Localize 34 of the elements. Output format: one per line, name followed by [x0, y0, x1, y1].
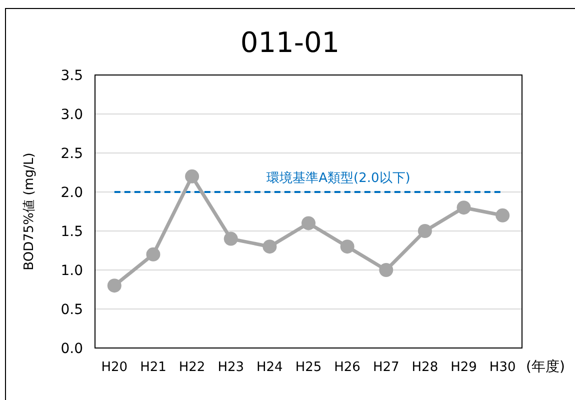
y-tick-label: 1.0 — [60, 263, 83, 279]
point — [418, 224, 432, 238]
point — [456, 200, 471, 215]
y-tick-label: 1.5 — [60, 224, 83, 240]
x-tick-label: H30 — [489, 360, 516, 375]
x-axis-title: (年度) — [526, 359, 565, 375]
x-tick-label: H27 — [372, 360, 400, 375]
x-tick-label: H21 — [140, 360, 166, 375]
point — [379, 263, 394, 277]
y-axis-title: BOD75%値 (mg/L) — [22, 152, 37, 270]
x-tick-label: H29 — [450, 360, 477, 375]
point — [107, 278, 122, 293]
point — [302, 216, 316, 230]
ref-line-label: 環境基準A類型(2.0以下) — [266, 170, 410, 186]
x-tick-label: H23 — [218, 360, 244, 375]
y-tick-label: 2.0 — [60, 185, 83, 201]
point — [340, 240, 354, 254]
y-tick-label: 0.0 — [60, 341, 83, 357]
y-tick-label: 3.0 — [60, 107, 83, 123]
y-tick-label: 3.5 — [60, 68, 83, 84]
point — [262, 240, 277, 254]
x-tick-label: H26 — [334, 360, 360, 375]
x-tick-label: H25 — [295, 360, 322, 375]
x-tick-label: H22 — [178, 360, 206, 375]
x-tick-label: H28 — [412, 360, 438, 375]
x-tick-label: H20 — [101, 360, 128, 375]
point — [185, 169, 200, 184]
point — [146, 247, 160, 262]
y-tick-label: 0.5 — [60, 302, 83, 318]
chart-title: 011-01 — [240, 26, 340, 59]
x-tick-label: H24 — [256, 360, 283, 375]
point — [224, 232, 238, 246]
y-tick-label: 2.5 — [60, 146, 83, 162]
point — [496, 208, 510, 222]
